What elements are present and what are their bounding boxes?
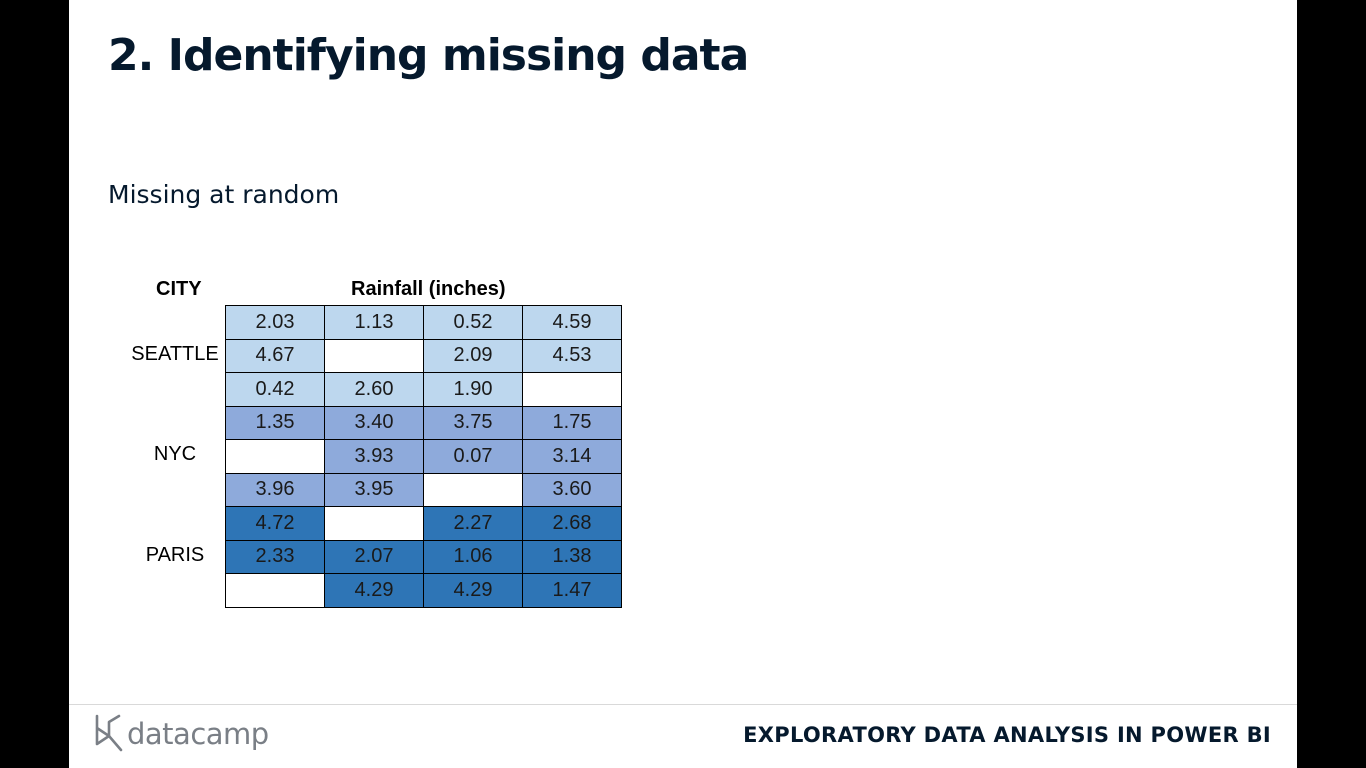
rainfall-cell: 1.47 (522, 573, 622, 608)
table-row: 4.29 4.29 1.47 (225, 573, 622, 608)
rainfall-table: 2.03 1.13 0.52 4.59 4.67 2.09 4.53 0.42 2.60 1.90… (225, 305, 622, 608)
rainfall-cell: 2.68 (522, 506, 622, 541)
missing-value-cell (225, 439, 325, 474)
footer-divider (69, 704, 1297, 705)
table-row: 0.42 2.60 1.90 (225, 372, 622, 407)
rainfall-cell: 1.35 (225, 405, 325, 440)
slide: 2. Identifying missing data Missing at r… (69, 0, 1297, 768)
rainfall-cell: 2.09 (423, 338, 523, 373)
rainfall-cell: 1.75 (522, 405, 622, 440)
table-row: 1.35 3.40 3.75 1.75 (225, 405, 622, 440)
missing-value-cell (324, 338, 424, 373)
rainfall-cell: 2.60 (324, 372, 424, 407)
datacamp-logo: datacamp (93, 714, 269, 754)
rainfall-cell: 4.72 (225, 506, 325, 541)
slide-title: 2. Identifying missing data (108, 30, 749, 81)
rainfall-cell: 3.40 (324, 405, 424, 440)
rainfall-cell: 3.75 (423, 405, 523, 440)
rainfall-cell: 3.96 (225, 472, 325, 507)
rainfall-cell: 2.33 (225, 539, 325, 574)
rainfall-cell: 1.13 (324, 305, 424, 340)
rainfall-cell: 3.60 (522, 472, 622, 507)
table-row: 2.33 2.07 1.06 1.38 (225, 539, 622, 574)
slide-subtitle: Missing at random (108, 180, 340, 209)
table-row: 4.67 2.09 4.53 (225, 338, 622, 373)
city-label: SEATTLE (131, 342, 219, 365)
table-row: 3.93 0.07 3.14 (225, 439, 622, 474)
missing-value-cell (423, 472, 523, 507)
rainfall-cell: 0.07 (423, 439, 523, 474)
rainfall-cell: 2.07 (324, 539, 424, 574)
rainfall-cell: 4.29 (324, 573, 424, 608)
datacamp-wordmark: datacamp (127, 717, 269, 751)
city-column-header: CITY (156, 278, 202, 300)
rainfall-cell: 3.95 (324, 472, 424, 507)
missing-value-cell (324, 506, 424, 541)
rainfall-cell: 1.06 (423, 539, 523, 574)
rainfall-cell: 0.42 (225, 372, 325, 407)
rainfall-cell: 4.53 (522, 338, 622, 373)
rainfall-column-header: Rainfall (inches) (351, 278, 506, 300)
city-label: PARIS (145, 543, 205, 566)
table-row: 2.03 1.13 0.52 4.59 (225, 305, 622, 340)
rainfall-cell: 2.03 (225, 305, 325, 340)
rainfall-cell: 3.14 (522, 439, 622, 474)
rainfall-cell: 1.90 (423, 372, 523, 407)
course-name: EXPLORATORY DATA ANALYSIS IN POWER BI (743, 723, 1271, 747)
rainfall-cell: 3.93 (324, 439, 424, 474)
table-row: 4.72 2.27 2.68 (225, 506, 622, 541)
missing-value-cell (522, 372, 622, 407)
rainfall-cell: 4.67 (225, 338, 325, 373)
table-row: 3.96 3.95 3.60 (225, 472, 622, 507)
missing-value-cell (225, 573, 325, 608)
rainfall-cell: 2.27 (423, 506, 523, 541)
rainfall-cell: 4.59 (522, 305, 622, 340)
rainfall-cell: 4.29 (423, 573, 523, 608)
rainfall-cell: 1.38 (522, 539, 622, 574)
datacamp-logo-icon (95, 714, 123, 752)
city-label: NYC (153, 443, 197, 465)
rainfall-cell: 0.52 (423, 305, 523, 340)
